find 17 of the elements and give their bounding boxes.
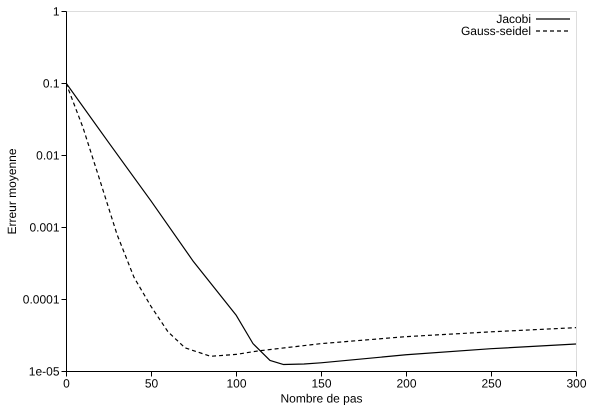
legend-label: Jacobi <box>496 12 531 26</box>
x-axis-title: Nombre de pas <box>280 392 363 406</box>
y-axis-title: Erreur moyenne <box>4 148 19 235</box>
x-tick-label: 50 <box>144 376 158 390</box>
x-tick-label: 200 <box>396 376 417 390</box>
y-tick-label: 0.01 <box>36 148 60 162</box>
legend-label: Gauss-seidel <box>460 24 531 38</box>
x-tick-label: 300 <box>566 376 587 390</box>
y-tick-label: 1e-05 <box>28 364 60 378</box>
y-tick-label: 0.1 <box>42 76 60 90</box>
y-tick-label: 0.0001 <box>22 292 60 306</box>
x-tick-label: 250 <box>481 376 502 390</box>
y-tick-label: 0.001 <box>29 220 60 234</box>
x-tick-label: 0 <box>63 376 70 390</box>
x-tick-label: 100 <box>226 376 247 390</box>
x-tick-label: 150 <box>311 376 332 390</box>
y-tick-label: 1 <box>52 4 60 18</box>
